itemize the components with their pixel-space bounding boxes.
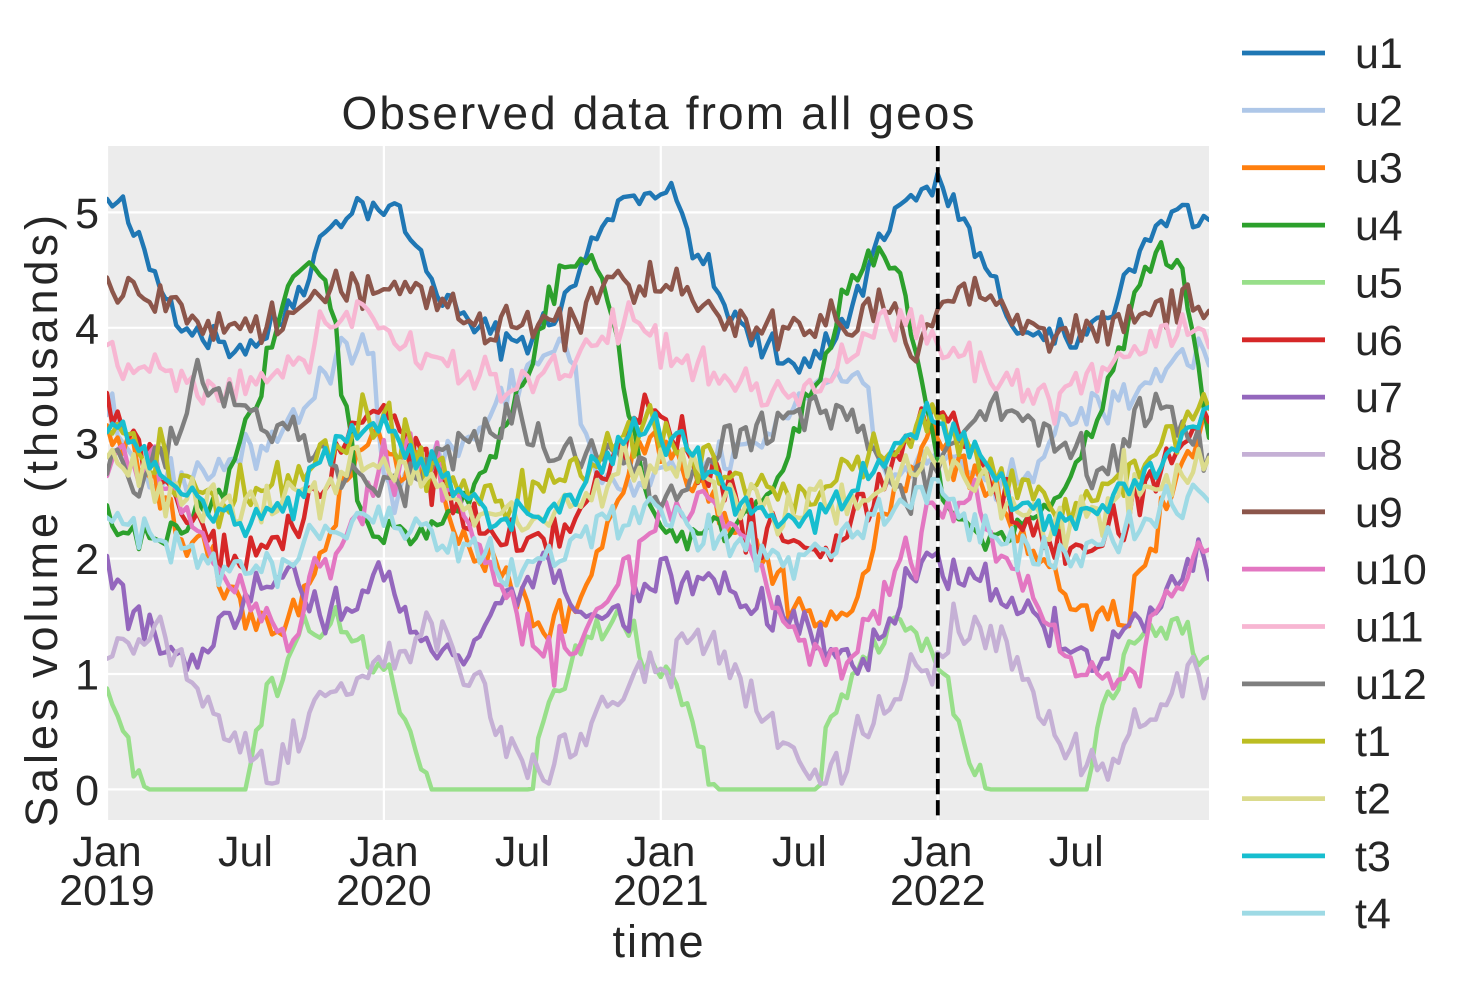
svg-text:2019: 2019 bbox=[59, 867, 155, 915]
svg-text:u7: u7 bbox=[1355, 374, 1403, 422]
svg-text:t1: t1 bbox=[1355, 718, 1391, 766]
svg-text:u1: u1 bbox=[1355, 30, 1403, 78]
svg-text:Jul: Jul bbox=[772, 828, 827, 876]
svg-text:Jan: Jan bbox=[626, 828, 695, 876]
svg-text:Observed data from all geos: Observed data from all geos bbox=[342, 87, 975, 139]
svg-text:u2: u2 bbox=[1355, 87, 1403, 135]
svg-text:u11: u11 bbox=[1355, 604, 1424, 652]
svg-text:4: 4 bbox=[75, 305, 99, 353]
svg-text:2: 2 bbox=[75, 536, 99, 584]
svg-text:2022: 2022 bbox=[890, 867, 986, 915]
svg-text:Jan: Jan bbox=[903, 828, 972, 876]
svg-text:1: 1 bbox=[75, 652, 99, 700]
svg-text:t2: t2 bbox=[1355, 776, 1391, 824]
svg-text:u8: u8 bbox=[1355, 431, 1403, 479]
svg-text:0: 0 bbox=[75, 767, 99, 815]
svg-text:t3: t3 bbox=[1355, 833, 1391, 881]
svg-text:Jan: Jan bbox=[349, 828, 418, 876]
svg-text:u9: u9 bbox=[1355, 489, 1403, 537]
svg-text:Jul: Jul bbox=[1049, 828, 1104, 876]
svg-text:Sales volume (thousands): Sales volume (thousands) bbox=[16, 215, 67, 827]
svg-text:t4: t4 bbox=[1355, 890, 1391, 938]
svg-text:u3: u3 bbox=[1355, 145, 1403, 193]
svg-text:5: 5 bbox=[75, 190, 99, 238]
svg-text:u6: u6 bbox=[1355, 317, 1403, 365]
svg-text:u4: u4 bbox=[1355, 202, 1403, 250]
svg-text:u12: u12 bbox=[1355, 661, 1427, 709]
svg-text:time: time bbox=[613, 916, 704, 967]
svg-text:2021: 2021 bbox=[613, 867, 709, 915]
svg-text:Jan: Jan bbox=[72, 828, 141, 876]
svg-text:Jul: Jul bbox=[495, 828, 550, 876]
svg-text:2020: 2020 bbox=[336, 867, 432, 915]
svg-text:u10: u10 bbox=[1355, 546, 1427, 594]
svg-text:u5: u5 bbox=[1355, 259, 1403, 307]
svg-text:3: 3 bbox=[75, 421, 99, 469]
svg-text:Jul: Jul bbox=[218, 828, 273, 876]
